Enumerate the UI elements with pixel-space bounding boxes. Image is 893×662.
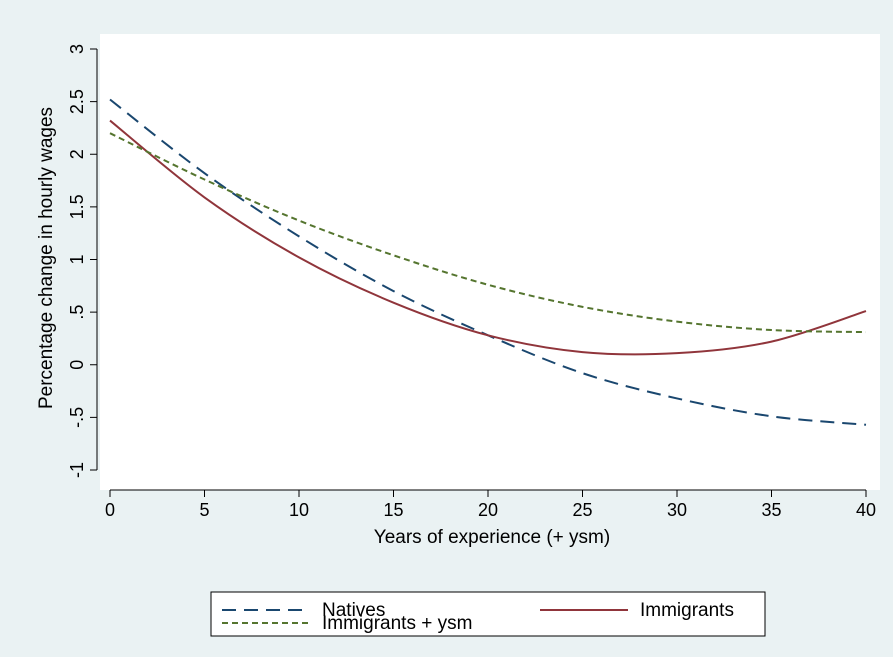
y-tick-label: 1.5 <box>67 194 87 219</box>
y-tick-label: 2 <box>67 149 87 159</box>
x-tick-label: 20 <box>478 500 498 520</box>
y-tick-label: 3 <box>67 44 87 54</box>
y-axis-label: Percentage change in hourly wages <box>36 107 57 409</box>
y-tick-label: 2.5 <box>67 89 87 114</box>
legend-label-natives: Natives <box>322 600 385 621</box>
y-tick-label: -1 <box>67 462 87 478</box>
y-tick-label: 1 <box>67 254 87 264</box>
x-tick-label: 0 <box>105 500 115 520</box>
series-layer <box>109 98 867 426</box>
x-tick-label: 35 <box>761 500 781 520</box>
legend-label-immigrants: Immigrants <box>640 600 734 621</box>
legend-box <box>210 591 766 637</box>
x-tick-label: 40 <box>856 500 876 520</box>
x-tick-label: 25 <box>572 500 592 520</box>
y-tick-label: 0 <box>67 360 87 370</box>
x-tick-label: 10 <box>289 500 309 520</box>
x-axis-label: Years of experience (+ ysm) <box>374 527 610 548</box>
series-line-immigrants-ysm <box>109 132 867 334</box>
x-tick-label: 15 <box>383 500 403 520</box>
x-axis: 0 5 10 15 20 25 30 35 40 <box>105 489 876 520</box>
y-tick-label: -.5 <box>67 407 87 428</box>
legend: Natives Immigrants Immigrants + ysm <box>210 591 766 637</box>
legend-label-immigrants-ysm: Immigrants + ysm <box>322 613 472 634</box>
y-tick-label: .5 <box>67 305 87 320</box>
x-tick-label: 30 <box>667 500 687 520</box>
plot-area <box>100 34 880 490</box>
series-line-immigrants <box>109 119 867 356</box>
y-axis: -1 -.5 0 .5 1 1.5 2 2.5 3 <box>67 44 98 478</box>
x-tick-label: 5 <box>199 500 209 520</box>
